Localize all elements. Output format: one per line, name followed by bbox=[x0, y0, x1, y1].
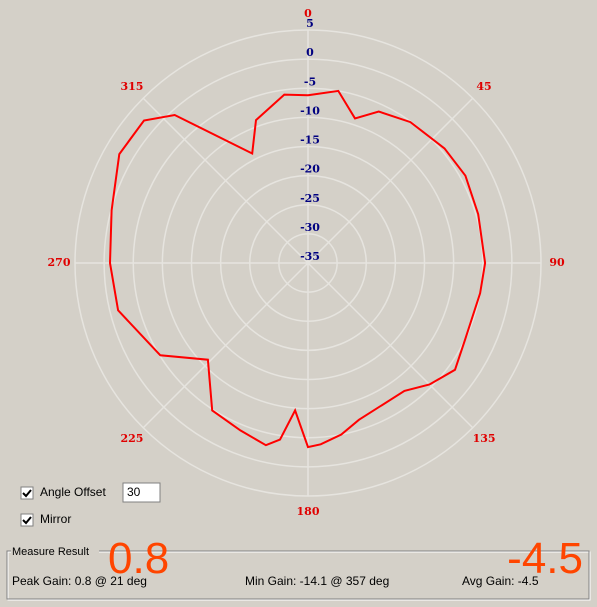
r-tick-label: -30 bbox=[300, 221, 320, 234]
avg-big: -4.5 bbox=[507, 534, 583, 583]
mirror-label: Mirror bbox=[40, 512, 71, 526]
grid-spoke bbox=[307, 262, 474, 429]
checkbox[interactable] bbox=[20, 513, 34, 527]
avg-gain: Avg Gain: -4.5 bbox=[462, 574, 539, 588]
group-title: Measure Result bbox=[12, 546, 89, 558]
peak-gain: Peak Gain: 0.8 @ 21 deg bbox=[12, 574, 147, 588]
angle-tick-label: 225 bbox=[120, 432, 143, 445]
grid-spoke bbox=[307, 97, 474, 264]
r-tick-label: 0 bbox=[306, 46, 314, 59]
angle-tick-label: 315 bbox=[120, 80, 143, 93]
grid-spoke bbox=[142, 97, 309, 264]
polar-plot: 0 45 90 135 180 225 270 315 -35 -30 -25 -20 -15 -10 -5… bbox=[48, 7, 565, 518]
angle-tick-label: 180 bbox=[297, 505, 320, 518]
group-box bbox=[6, 550, 590, 600]
r-tick-label: -15 bbox=[300, 134, 320, 147]
group-title-bg bbox=[11, 545, 99, 559]
angle-tick-label: 90 bbox=[549, 256, 565, 269]
r-tick-label: -25 bbox=[300, 192, 320, 205]
group-box bbox=[7, 551, 591, 601]
r-tick-label: -20 bbox=[300, 163, 320, 176]
input[interactable] bbox=[122, 482, 161, 503]
r-tick-label: -10 bbox=[300, 104, 320, 117]
grid-spoke bbox=[142, 262, 309, 429]
angle-tick-label: 135 bbox=[473, 432, 496, 445]
r-tick-label: -5 bbox=[304, 75, 316, 88]
r-tick-label: 5 bbox=[306, 17, 314, 30]
peak-big: 0.8 bbox=[108, 534, 169, 583]
check bbox=[22, 489, 32, 498]
gain-curve bbox=[108, 89, 487, 449]
min-gain: Min Gain: -14.1 @ 357 deg bbox=[245, 574, 389, 588]
angle-tick-label: 270 bbox=[48, 256, 71, 269]
angle-tick-label: 0 bbox=[304, 7, 312, 20]
angle-offset-label: Angle Offset bbox=[40, 485, 106, 499]
angle-offset-value: 30 bbox=[127, 485, 141, 499]
check bbox=[22, 516, 32, 525]
checkbox[interactable] bbox=[20, 486, 34, 500]
r-tick-label: -35 bbox=[300, 250, 320, 263]
angle-tick-label: 45 bbox=[476, 80, 491, 93]
